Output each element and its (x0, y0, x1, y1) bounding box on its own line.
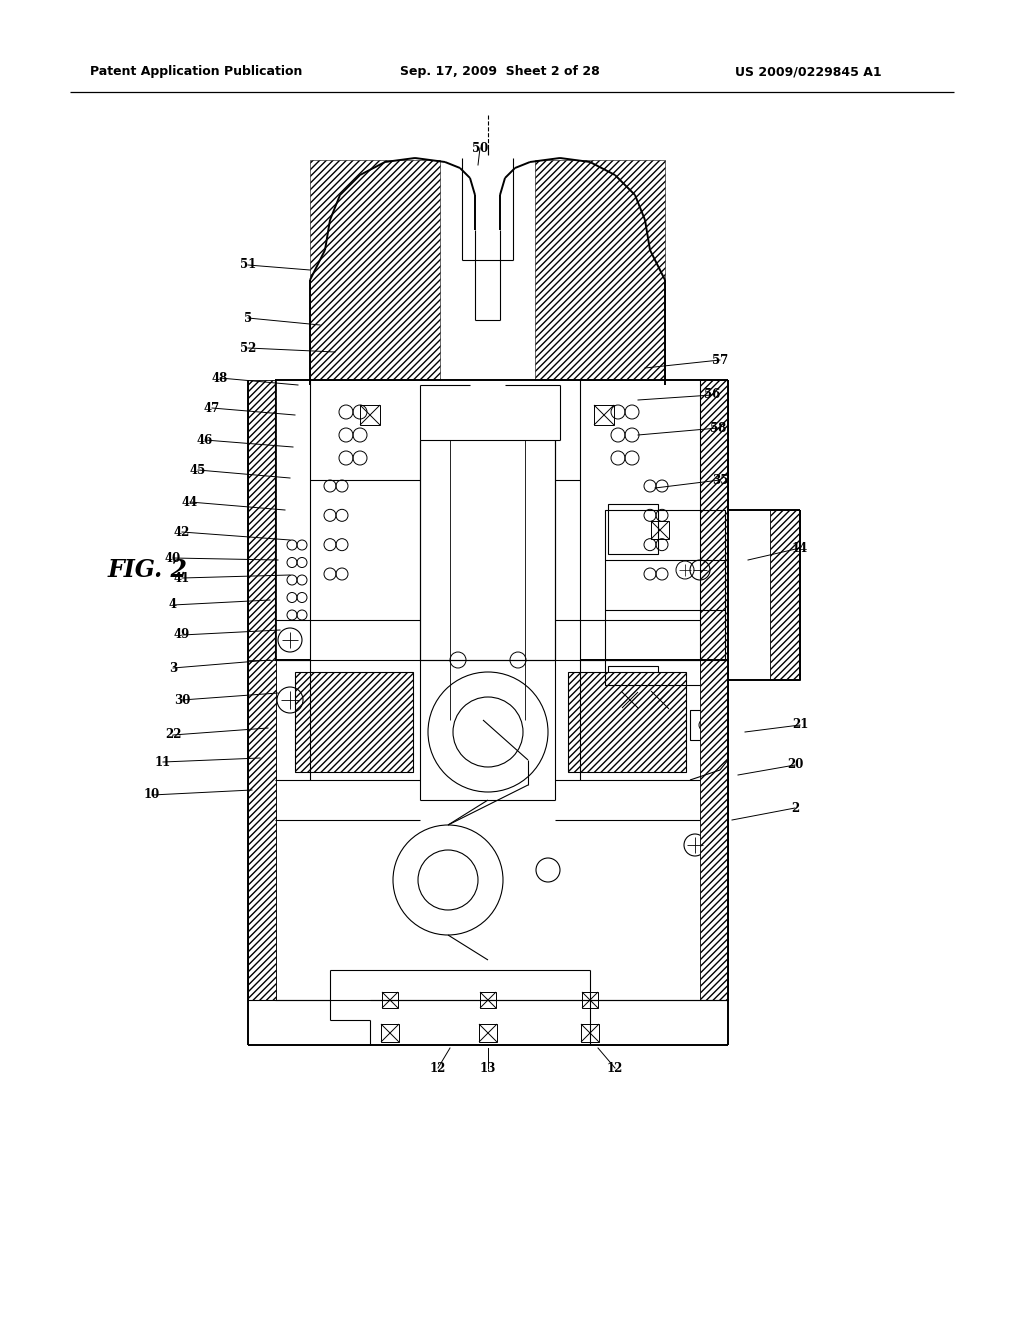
Text: 13: 13 (480, 1061, 497, 1074)
Text: 49: 49 (174, 628, 190, 642)
Bar (608, 504, 658, 554)
Bar (381, 1024, 399, 1041)
Bar (248, 660, 276, 1001)
Text: 3: 3 (169, 661, 177, 675)
Bar (690, 710, 720, 741)
Bar (382, 993, 398, 1008)
Text: 50: 50 (472, 141, 488, 154)
Bar (651, 521, 669, 539)
Text: 21: 21 (792, 718, 808, 731)
Text: 58: 58 (710, 421, 726, 434)
Text: 14: 14 (792, 541, 808, 554)
Bar (594, 405, 614, 425)
Bar (622, 692, 638, 708)
Bar (295, 672, 413, 772)
Bar (568, 672, 686, 772)
Text: 5: 5 (244, 312, 252, 325)
Bar (582, 993, 598, 1008)
Text: 42: 42 (174, 525, 190, 539)
Bar (310, 160, 440, 380)
Bar (535, 160, 665, 380)
Text: 35: 35 (712, 474, 728, 487)
Text: Patent Application Publication: Patent Application Publication (90, 66, 302, 78)
Text: 12: 12 (430, 1061, 446, 1074)
Text: Sep. 17, 2009  Sheet 2 of 28: Sep. 17, 2009 Sheet 2 of 28 (400, 66, 600, 78)
Bar (651, 690, 669, 709)
Text: 22: 22 (165, 729, 181, 742)
Bar (581, 1024, 599, 1041)
Bar (700, 660, 728, 1001)
Text: 57: 57 (712, 354, 728, 367)
Text: 2: 2 (791, 801, 799, 814)
Text: 30: 30 (174, 693, 190, 706)
Text: 40: 40 (165, 552, 181, 565)
Bar (770, 510, 800, 680)
Text: 46: 46 (197, 433, 213, 446)
Text: 48: 48 (212, 371, 228, 384)
Text: 44: 44 (182, 495, 198, 508)
Text: 12: 12 (607, 1061, 624, 1074)
Bar (700, 380, 728, 680)
Text: 56: 56 (703, 388, 720, 401)
Text: 4: 4 (169, 598, 177, 611)
Text: 41: 41 (174, 572, 190, 585)
Bar (479, 1024, 497, 1041)
Bar (480, 993, 496, 1008)
Text: US 2009/0229845 A1: US 2009/0229845 A1 (735, 66, 882, 78)
Text: FIG. 2: FIG. 2 (108, 558, 188, 582)
Bar (248, 380, 276, 1001)
Bar (608, 667, 658, 715)
Text: 45: 45 (189, 463, 206, 477)
Text: 10: 10 (144, 788, 160, 801)
Text: 47: 47 (204, 401, 220, 414)
Text: 20: 20 (786, 759, 803, 771)
Text: 51: 51 (240, 259, 256, 272)
Text: 11: 11 (155, 755, 171, 768)
Bar (360, 405, 380, 425)
Bar (605, 510, 725, 685)
Text: 52: 52 (240, 342, 256, 355)
